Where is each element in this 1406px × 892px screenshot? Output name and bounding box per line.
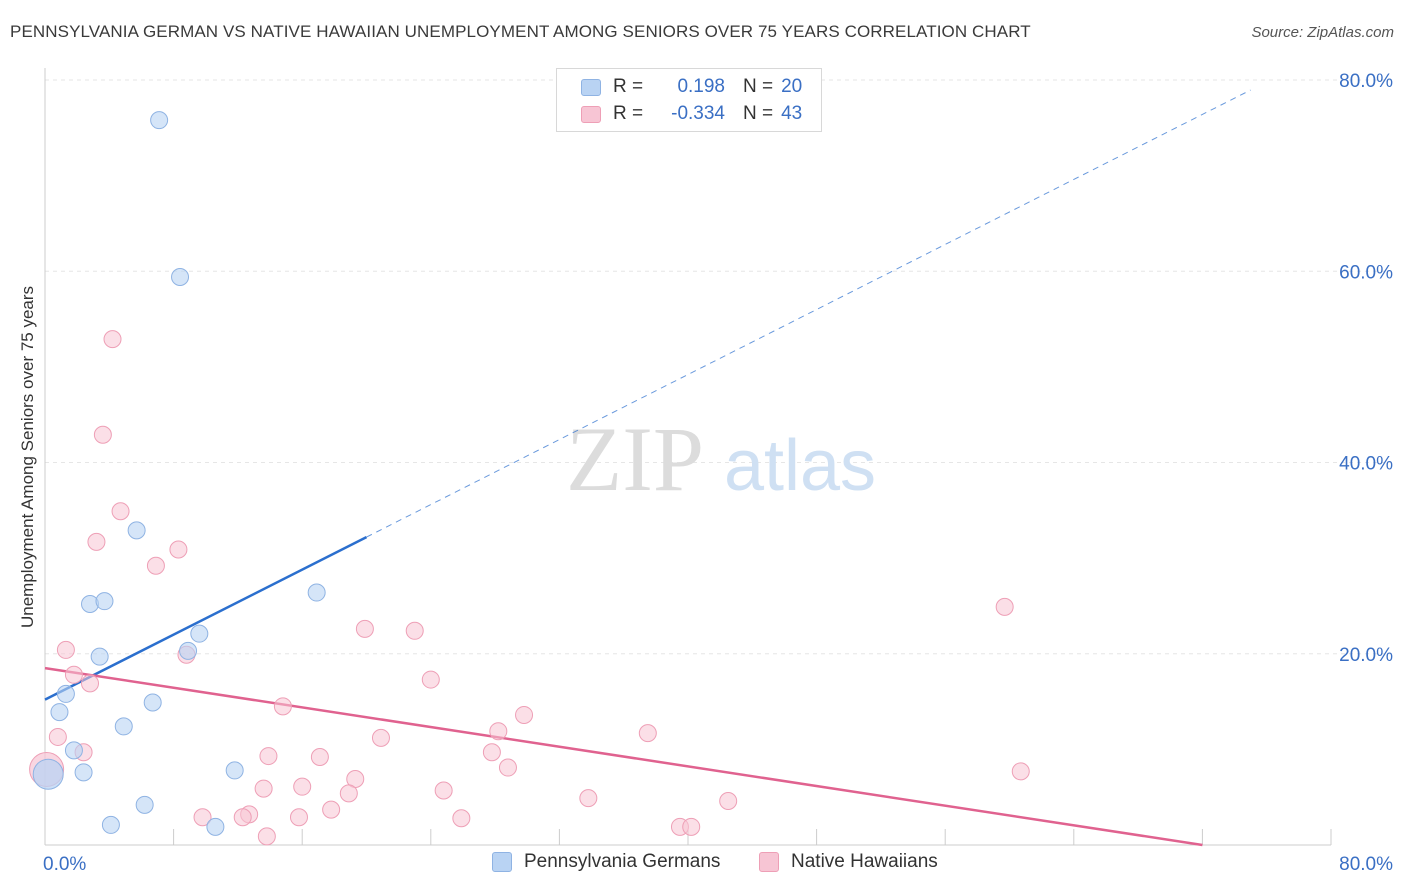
r-value: -0.334 [671, 103, 725, 124]
tick-labels: 20.0% 40.0% 60.0% 80.0% 0.0% 80.0% [43, 71, 1393, 875]
legend-row-pink: R = -0.334 N = 43 [581, 102, 802, 126]
r-value: 0.198 [677, 76, 725, 97]
legend-label: Pennsylvania Germans [524, 851, 721, 872]
point-native-hawaiians-25 [1011, 762, 1030, 781]
point-native-hawaiians-6 [995, 597, 1014, 616]
point-native-hawaiians-5 [146, 556, 165, 575]
point-pennsylvania-germans-8 [179, 641, 198, 660]
point-native-hawaiians-2 [111, 502, 130, 521]
point-native-hawaiians-19 [371, 728, 390, 747]
point-native-hawaiians-28 [293, 777, 312, 796]
point-pennsylvania-germans-16 [135, 795, 154, 814]
watermark-atlas: atlas [724, 426, 876, 506]
trend-line-native-hawaiians [44, 666, 1203, 847]
n-value: 43 [781, 103, 803, 124]
point-pennsylvania-germans-3 [307, 583, 326, 602]
watermark-zip: ZIP [566, 408, 704, 510]
point-pennsylvania-germans-19 [32, 758, 64, 790]
point-native-hawaiians-14 [273, 697, 292, 716]
x-tick-label-0: 0.0% [43, 854, 86, 875]
y-axis-label: Unemployment Among Seniors over 75 years [18, 285, 37, 629]
x-tick-label-1: 80.0% [1339, 854, 1393, 875]
point-native-hawaiians-40 [682, 817, 701, 836]
blue-swatch [492, 852, 512, 872]
point-native-hawaiians-21 [259, 747, 278, 766]
point-native-hawaiians-18 [48, 727, 67, 746]
point-native-hawaiians-31 [579, 789, 598, 808]
point-pennsylvania-germans-14 [74, 763, 93, 782]
legend-label: Native Hawaiians [791, 851, 938, 872]
point-native-hawaiians-7 [355, 619, 374, 638]
point-native-hawaiians-13 [421, 670, 440, 689]
point-native-hawaiians-0 [103, 330, 122, 349]
point-native-hawaiians-29 [434, 781, 453, 800]
grid-lines [45, 79, 1391, 655]
point-native-hawaiians-15 [515, 705, 534, 724]
y-tick-label-2: 60.0% [1339, 262, 1393, 283]
point-native-hawaiians-9 [56, 640, 75, 659]
data-points [29, 111, 1030, 846]
chart-title: PENNSYLVANIA GERMAN VS NATIVE HAWAIIAN U… [10, 22, 1031, 41]
point-pennsylvania-germans-2 [127, 521, 146, 540]
stats-legend: R = 0.198 N = 20 R = -0.334 N = 43 [556, 68, 822, 132]
point-pennsylvania-germans-15 [225, 761, 244, 780]
point-pennsylvania-germans-7 [90, 647, 109, 666]
y-tick-label-0: 20.0% [1339, 645, 1393, 666]
point-native-hawaiians-3 [87, 532, 106, 551]
point-pennsylvania-germans-1 [171, 267, 190, 286]
point-pennsylvania-germans-12 [114, 717, 133, 736]
trend-line-pennsylvania-germans [44, 535, 368, 701]
trend-line-pennsylvania-germans-projection [366, 89, 1251, 538]
y-tick-label-1: 40.0% [1339, 454, 1393, 475]
point-native-hawaiians-17 [489, 722, 508, 741]
point-native-hawaiians-24 [498, 758, 517, 777]
point-pennsylvania-germans-5 [95, 592, 114, 611]
point-native-hawaiians-36 [289, 808, 308, 827]
pink-swatch [759, 852, 779, 872]
point-native-hawaiians-33 [322, 800, 341, 819]
y-tick-label-3: 80.0% [1339, 71, 1393, 92]
blue-swatch [581, 78, 601, 96]
point-pennsylvania-germans-13 [64, 741, 83, 760]
series-legend: Pennsylvania Germans Native Hawaiians [0, 851, 1406, 879]
legend-item-pennsylvania-germans: Pennsylvania Germans [492, 851, 720, 873]
point-native-hawaiians-22 [310, 748, 329, 767]
point-native-hawaiians-4 [169, 540, 188, 559]
point-native-hawaiians-16 [638, 724, 657, 743]
point-pennsylvania-germans-9 [56, 684, 75, 703]
point-pennsylvania-germans-11 [50, 703, 69, 722]
n-label: N = [743, 103, 774, 124]
point-native-hawaiians-38 [452, 809, 471, 828]
legend-item-native-hawaiians: Native Hawaiians [759, 851, 938, 873]
trend-lines [44, 89, 1251, 847]
pink-swatch [581, 105, 601, 123]
n-label: N = [743, 76, 774, 97]
r-label: R = [613, 103, 644, 124]
source-label: Source: ZipAtlas.com [1251, 24, 1394, 41]
point-pennsylvania-germans-17 [101, 815, 120, 834]
point-native-hawaiians-23 [482, 743, 501, 762]
point-native-hawaiians-41 [257, 827, 276, 846]
point-native-hawaiians-12 [81, 674, 100, 693]
point-native-hawaiians-37 [233, 808, 252, 827]
point-native-hawaiians-1 [93, 425, 112, 444]
legend-row-blue: R = 0.198 N = 20 [581, 75, 802, 99]
point-pennsylvania-germans-0 [150, 111, 169, 130]
point-native-hawaiians-8 [405, 621, 424, 640]
r-label: R = [613, 76, 644, 97]
point-pennsylvania-germans-6 [190, 624, 209, 643]
point-pennsylvania-germans-18 [206, 817, 225, 836]
point-native-hawaiians-27 [254, 779, 273, 798]
point-pennsylvania-germans-10 [143, 693, 162, 712]
point-native-hawaiians-32 [719, 792, 738, 811]
point-native-hawaiians-30 [339, 784, 358, 803]
n-value: 20 [781, 76, 803, 97]
point-native-hawaiians-35 [193, 808, 212, 827]
point-native-hawaiians-11 [64, 665, 83, 684]
